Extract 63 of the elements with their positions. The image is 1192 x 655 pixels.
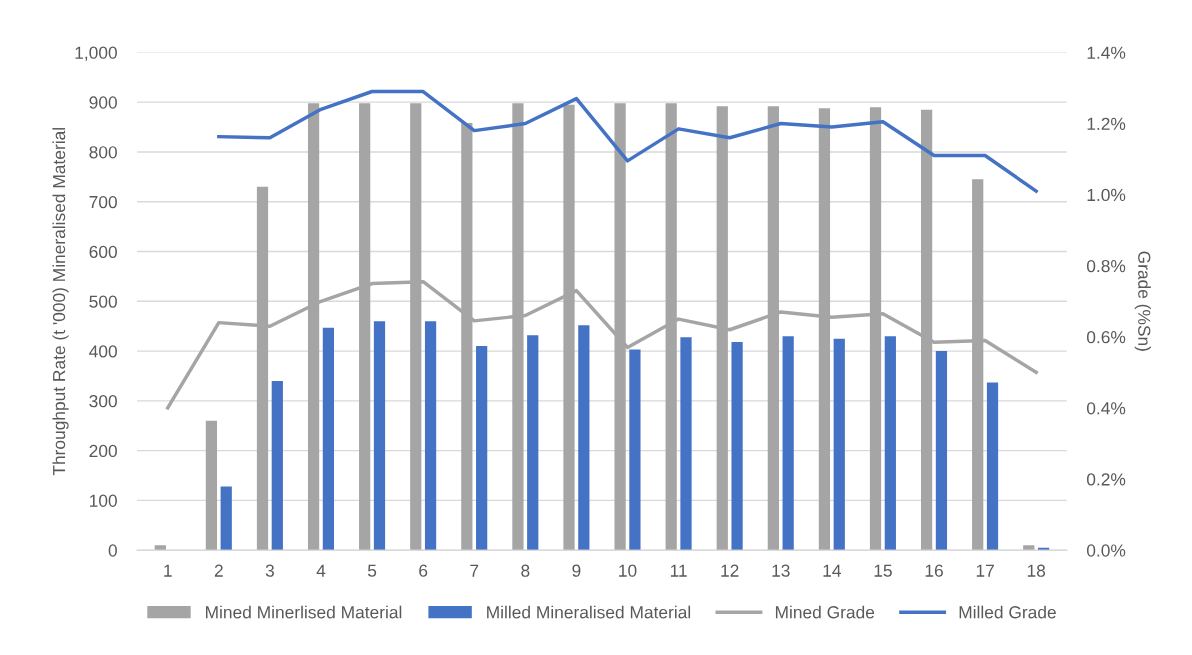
bar — [373, 321, 386, 551]
bar — [205, 420, 218, 551]
x-tick-label: 8 — [521, 564, 530, 577]
y-tick-label: 900 — [89, 96, 117, 109]
y2-tick-label: 1.4% — [1087, 46, 1126, 59]
y-tick-label: 0 — [108, 544, 117, 557]
x-tick-label: 12 — [721, 564, 739, 577]
legend-label: Milled Grade — [959, 605, 1056, 619]
y-tick-label: 300 — [89, 395, 117, 408]
x-tick-label: 11 — [670, 564, 687, 577]
y2-tick-label: 1.0% — [1087, 188, 1126, 202]
y-tick-label: 200 — [89, 444, 117, 458]
bar — [154, 545, 166, 551]
y2-tick-label: 0.2% — [1086, 473, 1126, 486]
bar — [986, 382, 999, 551]
x-tick-label: 6 — [419, 564, 428, 577]
bar — [833, 338, 845, 551]
x-tick-label: 16 — [925, 564, 943, 577]
y2-tick-label: 0.0% — [1086, 544, 1126, 557]
x-tick-label: 9 — [572, 564, 581, 577]
bar — [322, 327, 335, 551]
bar — [782, 336, 794, 551]
y2-tick-label: 0.6% — [1086, 331, 1126, 344]
bar — [884, 336, 896, 551]
x-tick-label: 1 — [164, 564, 172, 577]
bar — [1023, 545, 1035, 551]
x-tick-label: 14 — [823, 564, 841, 577]
bar — [476, 346, 488, 551]
bar — [731, 342, 743, 551]
legend-label: Mined Grade — [775, 605, 875, 619]
x-tick-label: 17 — [976, 564, 994, 577]
x-tick-label: 7 — [470, 564, 479, 577]
y-tick-label: 500 — [89, 295, 117, 308]
bar — [271, 380, 283, 551]
x-tick-label: 10 — [619, 564, 637, 577]
x-tick-label: 2 — [214, 564, 223, 577]
bar — [527, 335, 539, 551]
y-axis-title: Throughput Rate (t '000) Mineralised Material — [52, 128, 69, 476]
y-tick-label: 600 — [89, 245, 117, 258]
y2-tick-label: 0.4% — [1086, 402, 1126, 415]
bar — [680, 337, 692, 551]
bar — [424, 321, 437, 551]
bar — [935, 351, 948, 551]
y2-tick-label: 1.2% — [1087, 117, 1126, 130]
bar — [629, 349, 641, 551]
x-tick-label: 3 — [265, 564, 274, 577]
y-tick-label: 100 — [90, 494, 117, 507]
y-tick-label: 800 — [89, 146, 117, 159]
bar — [220, 486, 232, 551]
x-tick-label: 13 — [772, 564, 790, 577]
bar — [578, 325, 590, 551]
legend-label: Mined Minerlised Material — [206, 605, 402, 619]
y-tick-label: 1,000 — [75, 46, 117, 61]
x-tick-label: 4 — [316, 564, 326, 577]
y2-axis-title: Grade (%Sn) — [1134, 251, 1151, 351]
y2-tick-label: 0.8% — [1086, 259, 1126, 273]
x-tick-label: 5 — [367, 564, 377, 577]
line-series — [217, 89, 1038, 193]
legend-label: Milled Mineralised Material — [487, 605, 691, 619]
y-tick-label: 400 — [89, 345, 117, 358]
x-tick-label: 15 — [874, 564, 892, 577]
y-tick-label: 700 — [89, 195, 117, 209]
x-tick-label: 18 — [1027, 564, 1046, 577]
